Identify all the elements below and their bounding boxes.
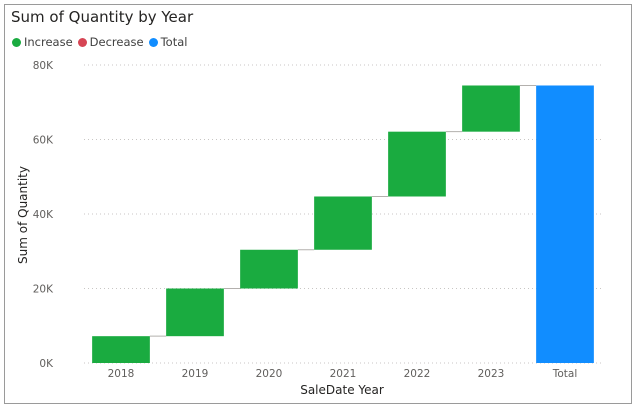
x-tick-label: 2022 bbox=[404, 368, 431, 380]
legend-label-increase: Increase bbox=[24, 35, 73, 49]
y-tick-label: 40K bbox=[33, 209, 54, 221]
y-tick-label: 80K bbox=[33, 60, 54, 72]
legend-marker-decrease bbox=[77, 37, 87, 47]
bar-2022[interactable] bbox=[388, 131, 446, 197]
legend: Increase Decrease Total bbox=[12, 34, 192, 50]
legend-label-total: Total bbox=[160, 35, 188, 49]
chart-title: Sum of Quantity by Year bbox=[11, 8, 194, 26]
x-tick-label: 2018 bbox=[108, 368, 135, 380]
bar-2021[interactable] bbox=[314, 196, 372, 250]
x-axis-title: SaleDate Year bbox=[300, 383, 384, 397]
legend-item-decrease[interactable]: Decrease bbox=[77, 35, 144, 49]
legend-label-decrease: Decrease bbox=[89, 35, 144, 49]
bar-2019[interactable] bbox=[166, 288, 224, 337]
legend-item-increase[interactable]: Increase bbox=[12, 35, 73, 49]
legend-item-total[interactable]: Total bbox=[148, 35, 188, 49]
x-tick-label: 2020 bbox=[256, 368, 283, 380]
y-axis-title: Sum of Quantity bbox=[16, 166, 30, 264]
x-tick-label: 2021 bbox=[330, 368, 357, 380]
bar-2018[interactable] bbox=[92, 336, 150, 363]
connectors bbox=[149, 84, 537, 337]
x-tick-label: Total bbox=[552, 368, 578, 380]
x-tick-label: 2019 bbox=[182, 368, 209, 380]
bar-total[interactable] bbox=[536, 85, 594, 364]
y-tick-label: 0K bbox=[39, 358, 54, 370]
x-axis-ticks: 2018 2019 2020 2021 2022 2023 Total bbox=[108, 368, 578, 380]
bars bbox=[92, 85, 594, 364]
legend-marker-increase bbox=[12, 37, 21, 47]
y-tick-label: 20K bbox=[33, 284, 54, 296]
bar-2023[interactable] bbox=[462, 85, 520, 132]
y-axis-ticks: 0K 20K 40K 60K 80K bbox=[33, 60, 54, 370]
legend-marker-total bbox=[148, 37, 158, 47]
y-tick-label: 60K bbox=[33, 135, 54, 147]
x-tick-label: 2023 bbox=[478, 368, 505, 380]
bar-2020[interactable] bbox=[240, 249, 298, 289]
